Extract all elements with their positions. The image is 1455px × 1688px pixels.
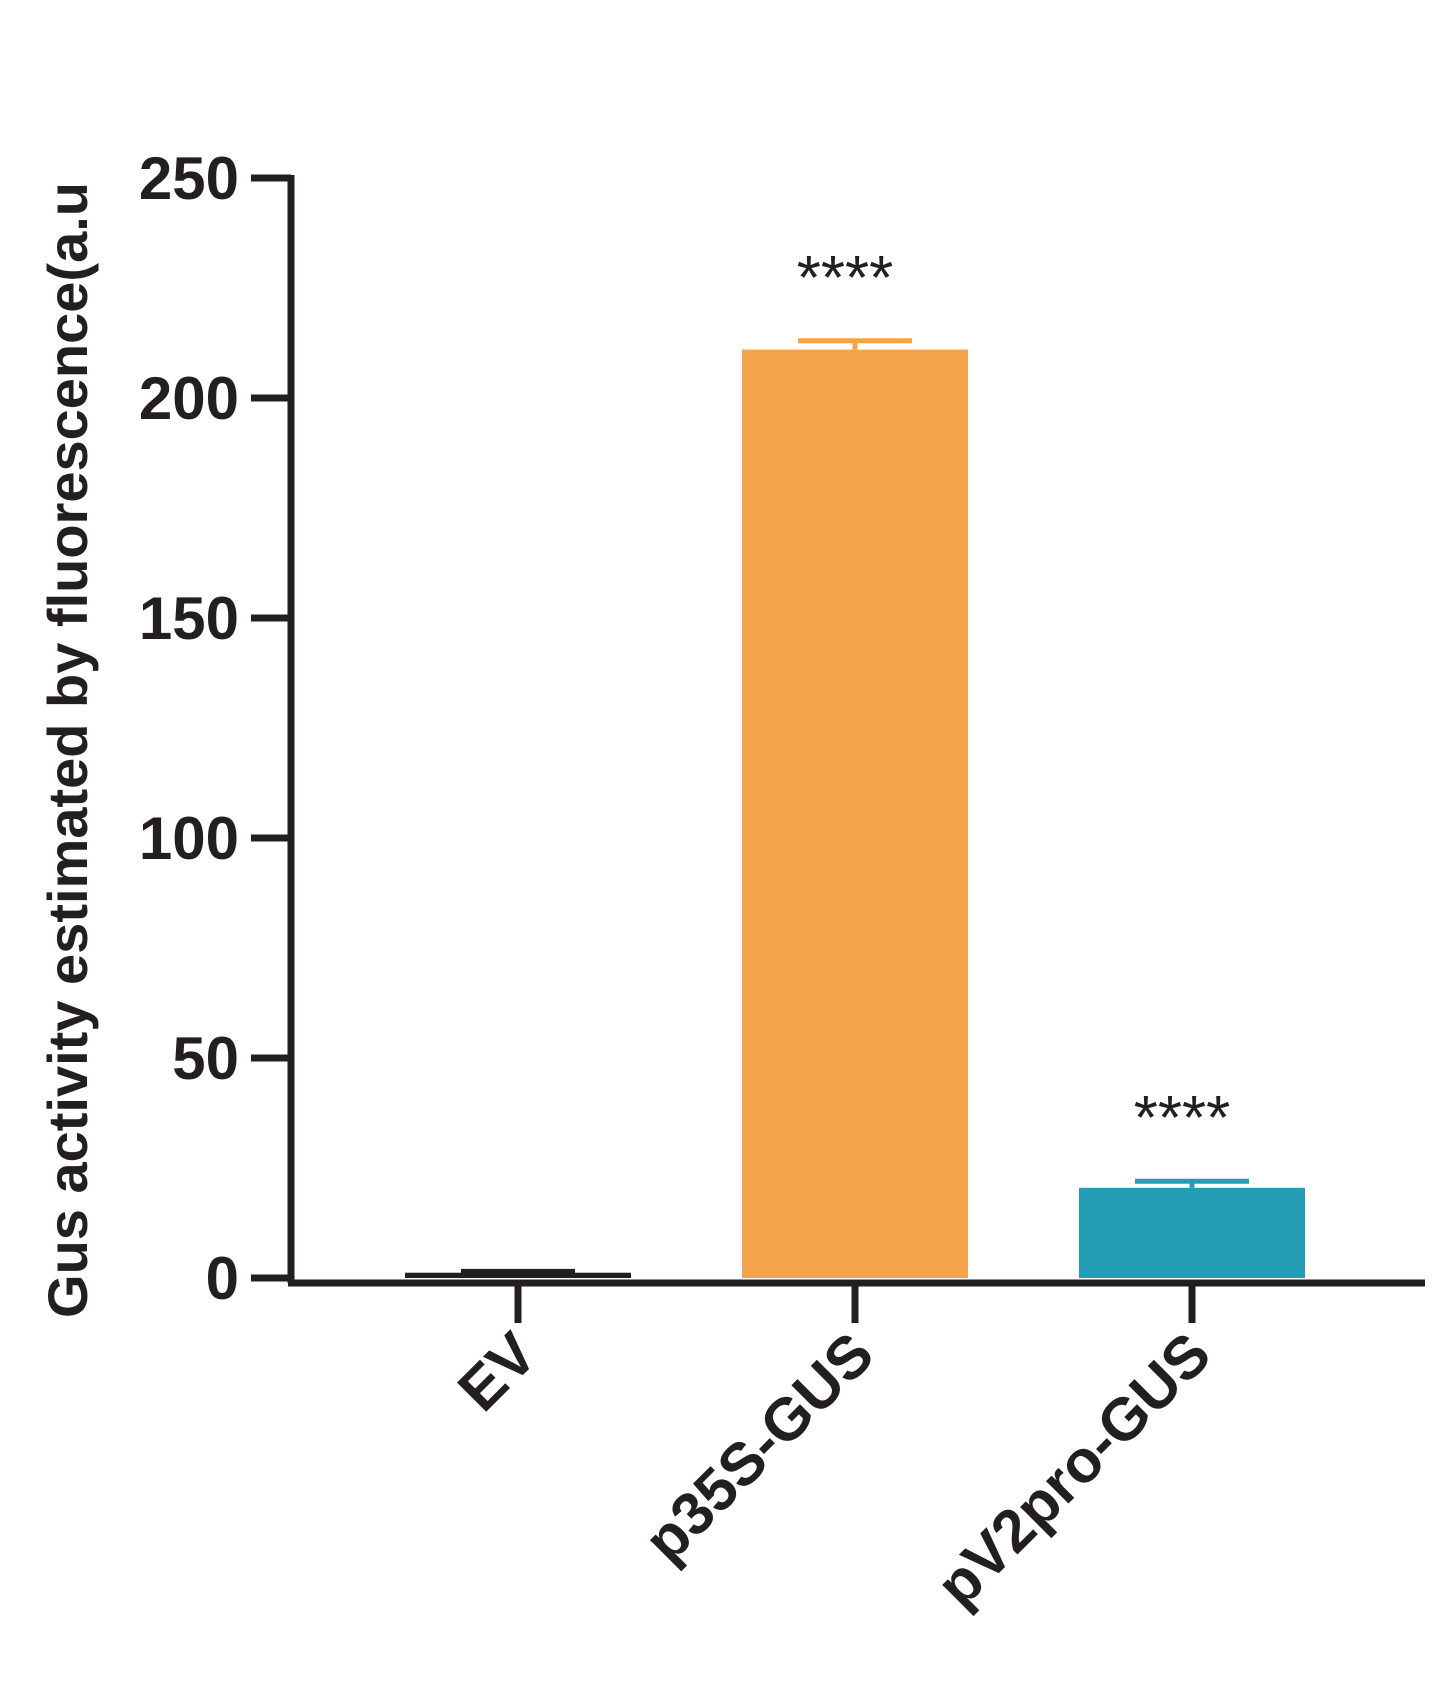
bar-ev bbox=[405, 1272, 631, 1278]
y-tick-label: 200 bbox=[139, 365, 239, 432]
y-tick-label: 0 bbox=[206, 1245, 239, 1312]
y-tick-label: 250 bbox=[139, 145, 239, 212]
bar-p35s-gus bbox=[742, 349, 968, 1279]
plot-area: **** **** 0 50 100 150 200 250 EV p35S-GUS pV2pro-… bbox=[139, 145, 1425, 1619]
y-axis-title: Gus activity estimated by fluorescence(a… bbox=[36, 182, 99, 1318]
y-tick-label: 50 bbox=[172, 1025, 239, 1092]
significance-label: **** bbox=[797, 244, 894, 313]
x-tick-label: pV2pro-GUS bbox=[924, 1320, 1224, 1620]
significance-label: **** bbox=[1134, 1084, 1231, 1153]
y-tick-label: 150 bbox=[139, 585, 239, 652]
x-tick-label: EV bbox=[445, 1320, 549, 1424]
y-tick-label: 100 bbox=[139, 805, 239, 872]
x-tick-label: p35S-GUS bbox=[631, 1320, 886, 1575]
bar-pv2pro-gus bbox=[1079, 1187, 1305, 1278]
